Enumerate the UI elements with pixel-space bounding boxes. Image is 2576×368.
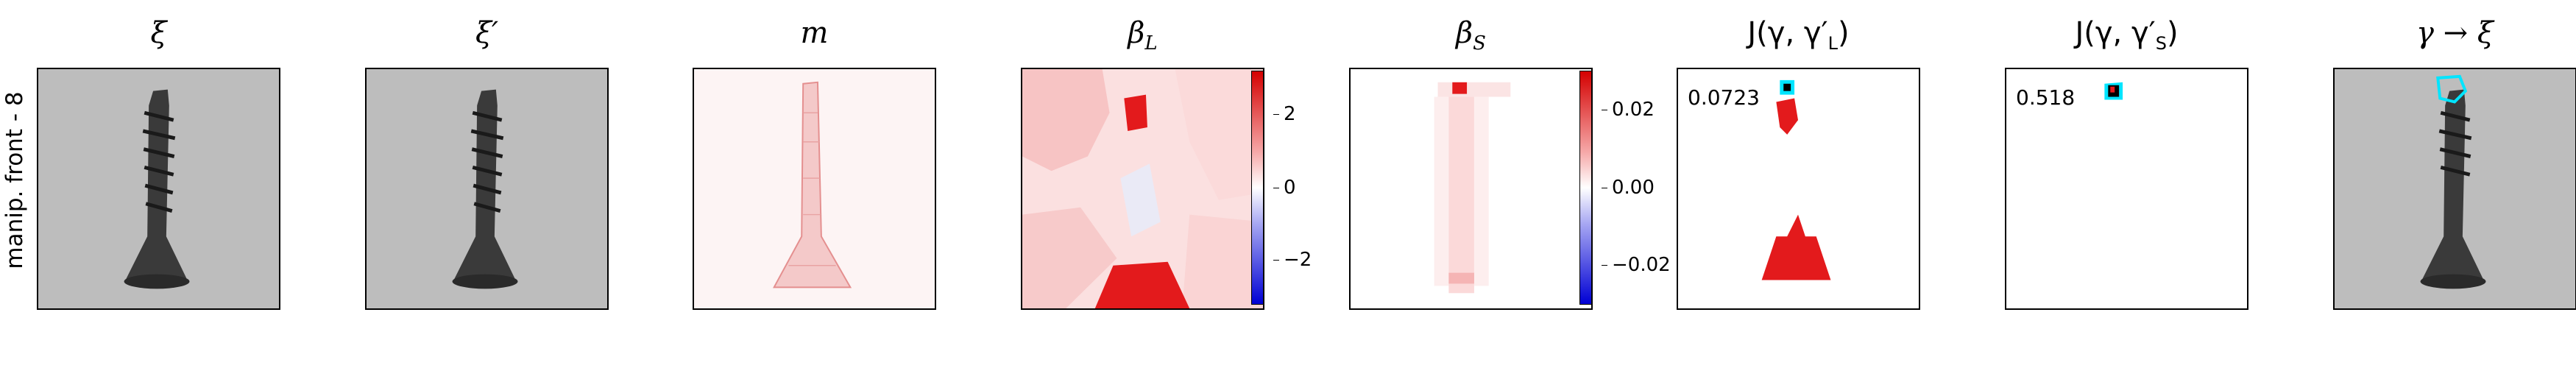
screw-image [38,69,279,308]
panel-title-m: m [800,16,829,50]
colorbar-beta-l [1251,71,1264,305]
panel-title-xi-prime: ξ′ [475,16,499,50]
heatmap-beta-s [1349,68,1593,310]
colorbar-tick: −0.02 [1602,254,1671,276]
beta-l-image [1022,69,1263,308]
jaccard-score-s: 0.518 [2014,85,2078,110]
heatmap-beta-l [1021,68,1264,310]
manipulated-screw-image [367,69,607,308]
panel-title-xi: ξ [150,16,167,50]
screw-with-outline [2335,69,2575,308]
jaccard-score-l: 0.0723 [1685,85,1762,110]
image-xi-prime [365,68,609,310]
panel-title-beta-l: βL [1128,16,1158,54]
panel-title-beta-s: βS [1456,16,1486,54]
panel-title-jaccard-l: J(γ, γ′L) [1747,16,1850,54]
mask-image [694,69,935,308]
colorbar-tick: 0.02 [1602,99,1655,121]
mask-m [693,68,936,310]
panel-title-gamma-to-xi: γ → ξ [2416,16,2494,50]
jaccard-l-image: 0.0723 [1677,68,1920,310]
jaccard-s-image: 0.518 [2005,68,2248,310]
colorbar-tick: 0 [1273,177,1296,199]
beta-s-image [1351,69,1591,308]
colorbar-tick: 2 [1273,103,1296,125]
colorbar-beta-s [1579,71,1592,305]
row-label: manip. front - 8 [1,91,28,269]
colorbar-tick: 0.00 [1602,177,1655,199]
panel-title-jaccard-s: J(γ, γ′S) [2075,16,2179,54]
image-gamma-to-xi [2333,68,2576,310]
image-xi [37,68,280,310]
colorbar-tick: −2 [1273,249,1312,271]
